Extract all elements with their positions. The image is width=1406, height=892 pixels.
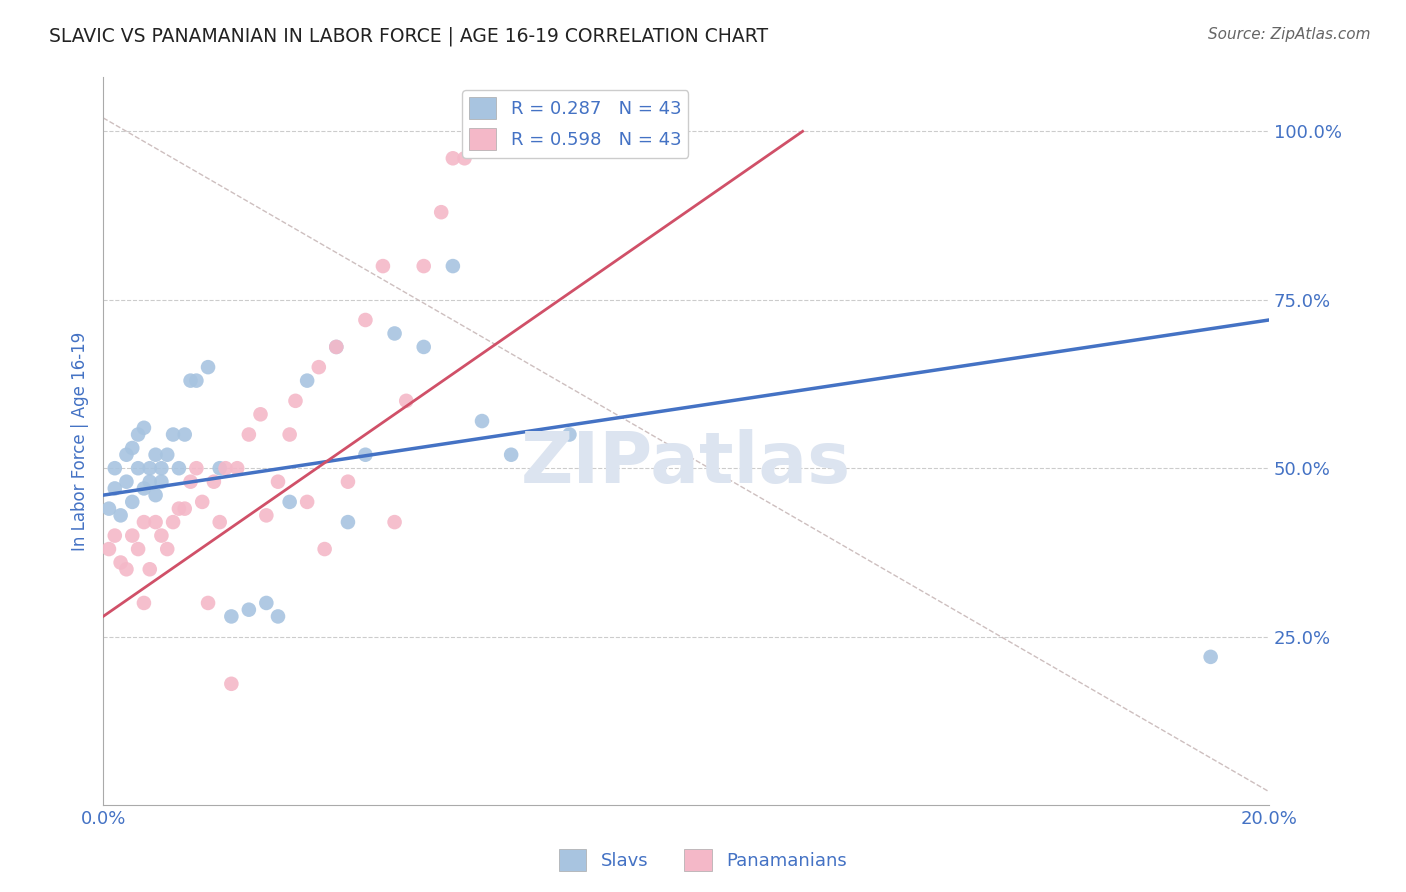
Point	[501, 448, 523, 462]
Point	[384, 326, 406, 341]
Point	[278, 495, 301, 509]
Point	[186, 461, 208, 475]
Point	[150, 461, 173, 475]
Point	[267, 609, 290, 624]
Point	[254, 596, 277, 610]
Point	[97, 501, 120, 516]
Point	[208, 515, 231, 529]
Point	[162, 515, 184, 529]
Text: Source: ZipAtlas.com: Source: ZipAtlas.com	[1208, 27, 1371, 42]
Point	[412, 259, 434, 273]
Point	[371, 259, 394, 273]
Text: ZIPatlas: ZIPatlas	[522, 428, 851, 498]
Point	[238, 427, 260, 442]
Point	[430, 205, 453, 219]
Point	[441, 259, 464, 273]
Point	[115, 448, 138, 462]
Point	[115, 475, 138, 489]
Point	[336, 475, 359, 489]
Point	[1199, 649, 1222, 664]
Point	[238, 603, 260, 617]
Point	[173, 427, 195, 442]
Point	[156, 542, 179, 557]
Point	[267, 475, 290, 489]
Point	[173, 501, 195, 516]
Point	[354, 313, 377, 327]
Point	[180, 475, 202, 489]
Point	[325, 340, 347, 354]
Point	[156, 448, 179, 462]
Point	[167, 501, 190, 516]
Point	[221, 677, 243, 691]
Point	[325, 340, 347, 354]
Point	[197, 360, 219, 375]
Y-axis label: In Labor Force | Age 16-19: In Labor Force | Age 16-19	[72, 332, 89, 551]
Point	[132, 515, 155, 529]
Point	[104, 461, 127, 475]
Point	[132, 482, 155, 496]
Point	[412, 340, 434, 354]
Point	[127, 461, 149, 475]
Point	[249, 407, 271, 421]
Text: SLAVIC VS PANAMANIAN IN LABOR FORCE | AGE 16-19 CORRELATION CHART: SLAVIC VS PANAMANIAN IN LABOR FORCE | AG…	[49, 27, 768, 46]
Point	[354, 448, 377, 462]
Point	[384, 515, 406, 529]
Point	[191, 495, 214, 509]
Point	[254, 508, 277, 523]
Point	[558, 427, 581, 442]
Point	[145, 448, 167, 462]
Point	[139, 562, 162, 576]
Point	[308, 360, 330, 375]
Point	[127, 542, 149, 557]
Point	[104, 528, 127, 542]
Point	[104, 482, 127, 496]
Point	[97, 542, 120, 557]
Point	[121, 441, 143, 455]
Point	[645, 137, 668, 152]
Point	[127, 427, 149, 442]
Point	[186, 374, 208, 388]
Point	[139, 461, 162, 475]
Point	[150, 528, 173, 542]
Point	[202, 475, 225, 489]
Point	[145, 515, 167, 529]
Point	[121, 528, 143, 542]
Point	[314, 542, 336, 557]
Point	[132, 596, 155, 610]
Point	[278, 427, 301, 442]
Point	[208, 461, 231, 475]
Point	[336, 515, 359, 529]
Point	[132, 421, 155, 435]
Point	[110, 556, 132, 570]
Point	[145, 488, 167, 502]
Point	[221, 609, 243, 624]
Point	[295, 374, 318, 388]
Point	[162, 427, 184, 442]
Point	[150, 475, 173, 489]
Point	[115, 562, 138, 576]
Point	[139, 475, 162, 489]
Point	[180, 374, 202, 388]
Point	[110, 508, 132, 523]
Point	[471, 414, 494, 428]
Point	[295, 495, 318, 509]
Point	[284, 393, 307, 408]
Legend: R = 0.287   N = 43, R = 0.598   N = 43: R = 0.287 N = 43, R = 0.598 N = 43	[463, 90, 689, 158]
Point	[167, 461, 190, 475]
Point	[214, 461, 236, 475]
Point	[121, 495, 143, 509]
Legend: Slavs, Panamanians: Slavs, Panamanians	[553, 842, 853, 879]
Point	[197, 596, 219, 610]
Point	[226, 461, 249, 475]
Point	[395, 393, 418, 408]
Point	[453, 151, 475, 165]
Point	[441, 151, 464, 165]
